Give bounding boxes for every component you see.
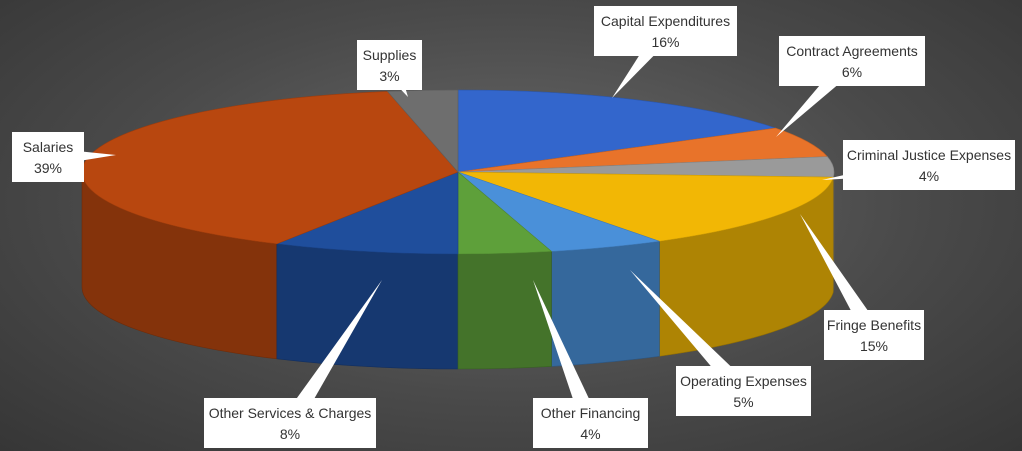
slice-value-capital-expenditures: 16% bbox=[651, 34, 679, 50]
pie-slice-other-services-and-charges bbox=[276, 171, 459, 255]
callout-capital-expenditures: Capital Expenditures 16% bbox=[594, 6, 737, 98]
callout-box bbox=[594, 6, 737, 56]
callout-criminal-justice-expenses: Criminal Justice Expenses 4% bbox=[822, 140, 1015, 190]
pie-side-other-financing bbox=[457, 251, 552, 370]
slice-value-supplies: 3% bbox=[379, 68, 399, 84]
slice-value-criminal-justice-expenses: 4% bbox=[919, 168, 939, 184]
callout-other-financing: Other Financing 4% bbox=[533, 280, 648, 448]
pie-slice-supplies bbox=[386, 89, 459, 173]
slice-label-salaries: Salaries bbox=[23, 139, 74, 155]
pie-sides bbox=[81, 171, 835, 370]
slice-label-fringe-benefits: Fringe Benefits bbox=[827, 317, 921, 333]
callout-box bbox=[779, 36, 925, 86]
pie-side-other-services-and-charges bbox=[276, 243, 459, 370]
pie-tops bbox=[81, 89, 835, 255]
pie-slice-fringe-benefits bbox=[457, 171, 834, 242]
callout-box bbox=[12, 132, 84, 182]
slice-label-other-services-and-charges: Other Services & Charges bbox=[209, 405, 372, 421]
pie-slice-capital-expenditures bbox=[457, 89, 776, 173]
callout-supplies: Supplies 3% bbox=[357, 40, 422, 97]
callout-pointer bbox=[800, 214, 882, 340]
slice-value-contract-agreements: 6% bbox=[842, 64, 862, 80]
slice-label-contract-agreements: Contract Agreements bbox=[786, 43, 918, 59]
slice-label-other-financing: Other Financing bbox=[541, 405, 641, 421]
pie-slice-contract-agreements bbox=[457, 127, 828, 173]
slice-value-salaries: 39% bbox=[34, 160, 62, 176]
slice-value-fringe-benefits: 15% bbox=[860, 338, 888, 354]
callout-box bbox=[843, 140, 1015, 190]
slice-label-supplies: Supplies bbox=[363, 47, 417, 63]
slice-value-operating-expenses: 5% bbox=[733, 394, 753, 410]
callout-box bbox=[357, 40, 422, 90]
callout-box bbox=[676, 366, 811, 416]
callout-pointer bbox=[533, 280, 599, 427]
callout-pointer bbox=[282, 280, 382, 428]
slice-value-other-services-and-charges: 8% bbox=[280, 426, 300, 442]
callout-pointer bbox=[630, 270, 751, 398]
callout-fringe-benefits: Fringe Benefits 15% bbox=[800, 214, 924, 360]
pie-side-operating-expenses bbox=[551, 240, 660, 367]
callout-box bbox=[533, 398, 648, 448]
callout-box bbox=[204, 398, 376, 448]
callout-other-services-and-charges: Other Services & Charges 8% bbox=[204, 280, 382, 448]
slice-label-operating-expenses: Operating Expenses bbox=[680, 373, 807, 389]
callout-contract-agreements: Contract Agreements 6% bbox=[776, 36, 925, 137]
callout-salaries: Salaries 39% bbox=[12, 132, 116, 182]
callouts: Capital Expenditures 16% Contract Agreemen… bbox=[12, 6, 1015, 448]
slice-label-capital-expenditures: Capital Expenditures bbox=[601, 13, 730, 29]
slice-value-other-financing: 4% bbox=[580, 426, 600, 442]
slice-label-criminal-justice-expenses: Criminal Justice Expenses bbox=[847, 147, 1011, 163]
callout-box bbox=[824, 310, 924, 360]
callout-operating-expenses: Operating Expenses 5% bbox=[630, 270, 811, 416]
